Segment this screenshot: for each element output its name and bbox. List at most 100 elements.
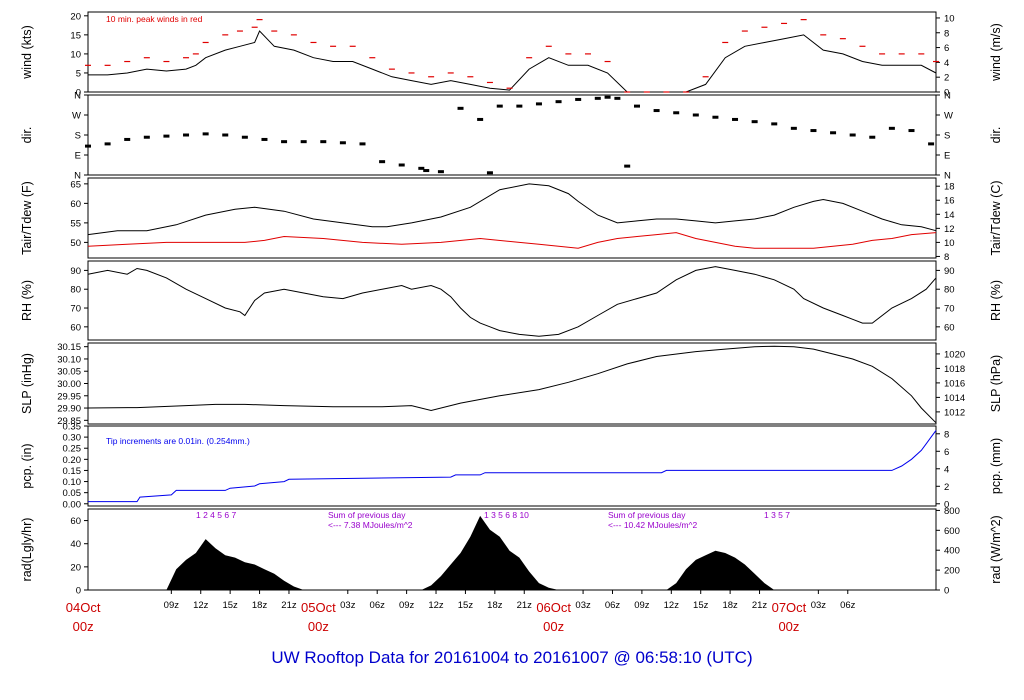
y-tick-label-left: 5 [76, 68, 81, 79]
direction-point [751, 120, 758, 124]
day-hour-label: 00z [308, 619, 329, 634]
y-tick-label-left: 90 [70, 266, 81, 277]
y-tick-label-right: 6 [944, 447, 949, 458]
y-tick-label-right: 16 [944, 196, 955, 207]
direction-point [673, 111, 680, 115]
direction-point [320, 140, 327, 144]
y-axis-label-right: pcp. (mm) [989, 438, 1003, 494]
y-tick-label-right: 800 [944, 506, 960, 517]
y-tick-label-left: 40 [70, 539, 81, 550]
x-tick-label: 03z [811, 600, 827, 611]
day-hour-label: 00z [543, 619, 564, 634]
x-tick-label: 06z [605, 600, 621, 611]
series-line-slp [87, 345, 937, 424]
x-tick-label: 15z [458, 600, 474, 611]
panel-pcp: 0.000.050.100.150.200.250.300.35 0 2 4 6 8 pcp… [20, 422, 1003, 511]
rad-sum-value: <--- 10.42 MJoules/m^2 [608, 520, 698, 530]
panel-frame [87, 260, 937, 341]
direction-point [457, 106, 464, 110]
y-tick-label-left: 50 [70, 238, 81, 249]
y-tick-label-right: 70 [944, 304, 955, 315]
panel-frame [87, 94, 937, 176]
direction-point [624, 164, 631, 168]
y-tick-label-left: 0.35 [63, 422, 82, 433]
y-tick-label-left: 60 [70, 516, 81, 527]
direction-point [359, 142, 366, 146]
direction-point [85, 144, 91, 148]
direction-point [604, 95, 611, 99]
y-tick-label-right: 6 [944, 43, 949, 54]
direction-point [810, 129, 817, 133]
series-line-rh [87, 266, 937, 337]
rad-hour-labels: 1 2 4 5 6 7 [196, 510, 236, 520]
x-tick-label: 09z [399, 600, 415, 611]
direction-point [124, 137, 131, 141]
y-tick-label-right: 10 [944, 13, 955, 24]
day-hour-label: 00z [778, 619, 799, 634]
y-tick-label-right: 14 [944, 210, 955, 221]
panel-wind: 0 5 10 15 20 0 2 4 6 8 10 wind (kts) wind (m/s) 10 mi… [20, 11, 1003, 98]
y-tick-label-left: 30.00 [57, 379, 81, 390]
radiation-area [166, 515, 775, 590]
x-tick-label: 21z [517, 600, 533, 611]
y-tick-label-left: 30.15 [57, 342, 81, 353]
y-axis-label-left: wind (kts) [20, 25, 34, 79]
wind-annotation: 10 min. peak winds in red [106, 14, 203, 24]
direction-point [594, 96, 601, 100]
y-axis-label-left: Tair/Tdew (F) [20, 181, 34, 255]
y-axis-label-right: RH (%) [989, 280, 1003, 321]
y-tick-label-left: 0 [76, 586, 81, 597]
y-tick-label-right: 0 [944, 586, 949, 597]
y-tick-label-right: 1016 [944, 378, 965, 389]
page-title: UW Rooftop Data for 20161004 to 20161007… [271, 648, 753, 667]
y-tick-label-left: 29.90 [57, 404, 81, 415]
y-tick-label-left: 0.10 [63, 477, 82, 488]
y-tick-label-right: 10 [944, 238, 955, 249]
y-tick-label-left: 0.25 [63, 444, 82, 455]
y-tick-label-right: 4 [944, 464, 949, 475]
direction-point [300, 140, 307, 144]
y-axis-label-left: rad(Lgly/hr) [20, 518, 34, 582]
y-tick-label-left: 0.05 [63, 488, 82, 499]
y-tick-label-left: 55 [70, 218, 81, 229]
rad-sum-label: Sum of previous day [328, 510, 406, 520]
y-tick-label-left: 10 [70, 49, 81, 60]
y-axis-label-left: SLP (inHg) [20, 353, 34, 414]
y-tick-label-right: 8 [944, 429, 949, 440]
y-tick-label-right: 1014 [944, 393, 965, 404]
y-tick-label-right: 60 [944, 322, 955, 333]
direction-point [869, 135, 876, 139]
y-tick-label-right: 1012 [944, 407, 965, 418]
panel-frame [87, 11, 937, 93]
x-tick-label: 18z [722, 600, 738, 611]
series-line-tdew [87, 232, 937, 249]
x-tick-label: 03z [340, 600, 356, 611]
y-tick-label-left: 29.95 [57, 391, 81, 402]
y-tick-label-left: 15 [70, 30, 81, 41]
x-tick-label: 12z [664, 600, 680, 611]
x-tick-label: 06z [370, 600, 386, 611]
direction-point [104, 142, 111, 146]
y-tick-label-left: E [75, 151, 81, 162]
y-axis-label-right: dir. [989, 127, 1003, 144]
direction-point [653, 109, 660, 113]
direction-point [732, 117, 739, 121]
direction-point [790, 126, 797, 130]
y-tick-label-right: 2 [944, 73, 949, 84]
y-tick-label-left: S [75, 131, 81, 142]
y-tick-label-right: 200 [944, 566, 960, 577]
day-label: 07Oct [772, 600, 807, 615]
y-tick-label-right: 80 [944, 285, 955, 296]
direction-point [261, 137, 268, 141]
y-tick-label-right: 1020 [944, 349, 965, 360]
y-axis-label-right: rad (W/m^2) [989, 515, 1003, 583]
y-tick-label-right: 0 [944, 499, 949, 510]
direction-point [163, 134, 170, 138]
y-tick-label-left: N [74, 171, 81, 182]
x-axis: 09z 12z 15z 18z 21z 03z 06z 09z 12z 15z 18z 21z 03z 0… [66, 590, 856, 634]
direction-point [633, 104, 640, 108]
direction-point [888, 126, 895, 130]
y-tick-label-left: W [72, 111, 81, 122]
